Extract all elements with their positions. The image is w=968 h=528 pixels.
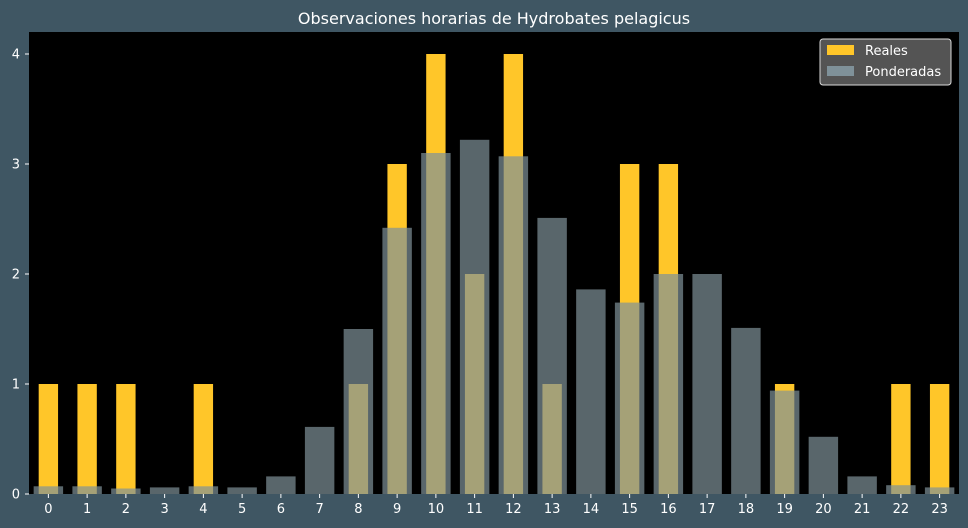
bar-ponderadas-7 <box>304 426 335 494</box>
legend-swatch-ponderadas <box>827 66 854 76</box>
plot-area <box>29 32 959 494</box>
x-tick-label: 9 <box>393 502 401 517</box>
y-tick-label: 2 <box>12 268 20 283</box>
x-tick-label: 7 <box>315 502 323 517</box>
x-tick-label: 14 <box>583 502 600 517</box>
legend-swatch-reales <box>827 45 854 55</box>
bar-ponderadas-1 <box>72 486 102 494</box>
x-tick-label: 23 <box>931 502 948 517</box>
bar-ponderadas-5 <box>227 487 257 494</box>
x-tick-label: 3 <box>160 502 168 517</box>
x-tick-label: 20 <box>815 502 832 517</box>
x-tick-label: 8 <box>354 502 362 517</box>
bar-reales-23 <box>929 384 950 494</box>
bar-ponderadas-16 <box>653 274 684 494</box>
bar-ponderadas-10 <box>421 153 451 494</box>
bar-ponderadas-0 <box>33 486 64 494</box>
y-tick-label: 0 <box>12 488 20 503</box>
y-tick-label: 4 <box>12 48 20 63</box>
x-tick-label: 2 <box>122 502 130 517</box>
bar-ponderadas-3 <box>149 487 180 494</box>
x-tick-label: 1 <box>83 502 91 517</box>
bar-reales-4 <box>193 384 214 494</box>
x-tick-label: 0 <box>44 502 52 517</box>
bar-reales-2 <box>116 384 136 494</box>
y-tick-label: 1 <box>12 378 20 393</box>
ponderadas-series <box>33 139 955 495</box>
y-axis: 0 1 2 3 4 <box>12 48 29 503</box>
x-tick-label: 4 <box>199 502 207 517</box>
chart-title: Observaciones horarias de Hydrobates pel… <box>298 9 690 28</box>
bar-ponderadas-8 <box>343 329 374 494</box>
y-tick-label: 3 <box>12 158 20 173</box>
x-tick-label: 17 <box>699 502 716 517</box>
x-axis: 0 1 2 3 4 5 6 7 8 9 10 11 12 13 14 15 16 17 18 19 20 21 22 23 <box>44 494 948 517</box>
bar-ponderadas-6 <box>266 476 296 494</box>
x-tick-label: 13 <box>544 502 561 517</box>
bar-reales-22 <box>891 384 911 494</box>
bar-ponderadas-20 <box>808 436 839 494</box>
bar-ponderadas-15 <box>614 302 645 494</box>
bar-ponderadas-11 <box>459 139 490 495</box>
bar-ponderadas-9 <box>382 227 412 495</box>
bar-ponderadas-19 <box>769 390 800 494</box>
bar-ponderadas-18 <box>731 327 761 494</box>
legend: Reales Ponderadas <box>819 38 952 86</box>
bar-ponderadas-12 <box>498 156 529 495</box>
x-tick-label: 22 <box>893 502 910 517</box>
x-tick-label: 6 <box>277 502 285 517</box>
bar-ponderadas-21 <box>847 476 877 494</box>
legend-label-ponderadas: Ponderadas <box>865 65 941 80</box>
x-tick-label: 12 <box>505 502 522 517</box>
bar-ponderadas-13 <box>537 217 567 494</box>
bar-reales-0 <box>38 384 59 494</box>
x-tick-label: 11 <box>466 502 483 517</box>
x-tick-label: 16 <box>660 502 677 517</box>
bar-ponderadas-22 <box>886 485 916 494</box>
bar-ponderadas-23 <box>924 487 955 494</box>
legend-label-reales: Reales <box>865 44 908 59</box>
x-tick-label: 18 <box>738 502 755 517</box>
x-tick-label: 21 <box>854 502 871 517</box>
x-tick-label: 19 <box>776 502 793 517</box>
x-tick-label: 10 <box>428 502 445 517</box>
bar-ponderadas-14 <box>576 289 606 494</box>
bar-ponderadas-17 <box>692 274 722 494</box>
bar-ponderadas-2 <box>111 488 141 494</box>
x-tick-label: 15 <box>621 502 638 517</box>
bar-reales-1 <box>77 384 97 494</box>
bar-ponderadas-4 <box>188 486 219 494</box>
x-tick-label: 5 <box>238 502 246 517</box>
